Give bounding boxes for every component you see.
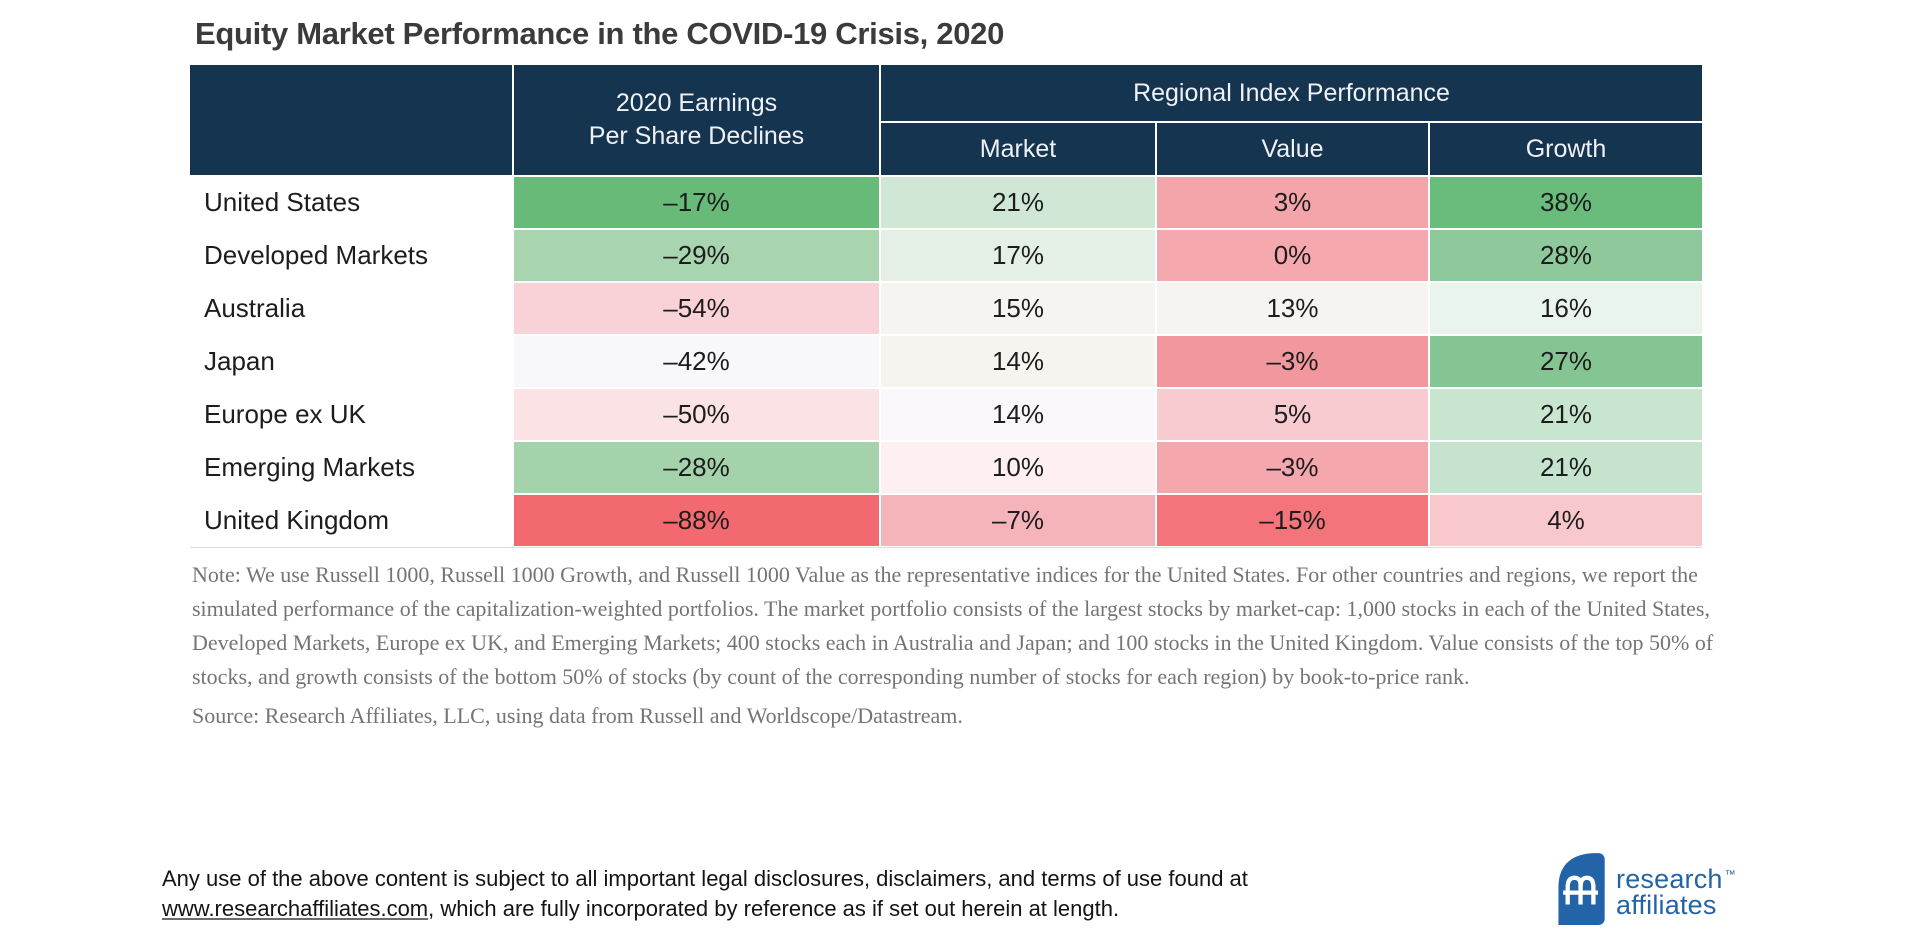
table-cell: 0%: [1157, 230, 1428, 281]
table-cell: –15%: [1157, 495, 1428, 546]
table-cell: 5%: [1157, 389, 1428, 440]
research-affiliates-logo: research ™ affiliates: [1553, 850, 1736, 930]
logo-wordmark: research ™ affiliates: [1616, 862, 1736, 920]
regional-index-header: Regional Index Performance: [881, 65, 1702, 121]
table-cell: 14%: [881, 389, 1155, 440]
table-cell: 4%: [1430, 495, 1702, 546]
source-text: Source: Research Affiliates, LLC, using …: [192, 703, 963, 728]
table-cell: –29%: [514, 230, 879, 281]
table-cell: –17%: [514, 177, 879, 228]
table-corner-header: [190, 65, 512, 175]
eps-header-line2: Per Share Declines: [588, 122, 805, 150]
table-cell: –42%: [514, 336, 879, 387]
table-cell: 38%: [1430, 177, 1702, 228]
disclaimer-text-before-link: Any use of the above content is subject …: [162, 866, 1248, 891]
table-cell: 16%: [1430, 283, 1702, 334]
disclaimer-text-after-link: , which are fully incorporated by refere…: [428, 896, 1120, 921]
row-label: Australia: [190, 283, 512, 334]
row-label: Emerging Markets: [190, 442, 512, 493]
page-title: Equity Market Performance in the COVID-1…: [195, 16, 1005, 51]
row-label: United Kingdom: [190, 495, 512, 546]
table-cell: –3%: [1157, 336, 1428, 387]
table-cell: –28%: [514, 442, 879, 493]
logo-word-research: research: [1616, 864, 1723, 894]
row-label: United States: [190, 177, 512, 228]
table-cell: 14%: [881, 336, 1155, 387]
ra-monogram-icon: [1553, 850, 1605, 930]
note-block: Note: We use Russell 1000, Russell 1000 …: [192, 558, 1714, 733]
table-cell: –7%: [881, 495, 1155, 546]
table-cell: 21%: [1430, 442, 1702, 493]
row-label: Europe ex UK: [190, 389, 512, 440]
table-cell: –54%: [514, 283, 879, 334]
row-label: Developed Markets: [190, 230, 512, 281]
researchaffiliates-link[interactable]: www.researchaffiliates.com: [162, 896, 429, 921]
table-cell: 13%: [1157, 283, 1428, 334]
column-header-value: Value: [1157, 123, 1428, 175]
table-cell: 10%: [881, 442, 1155, 493]
column-header-market: Market: [881, 123, 1155, 175]
table-cell: –88%: [514, 495, 879, 546]
table-cell: –50%: [514, 389, 879, 440]
table-cell: –3%: [1157, 442, 1428, 493]
eps-declines-header: 2020 Earnings Per Share Declines: [514, 65, 879, 175]
table-cell: 21%: [1430, 389, 1702, 440]
logo-word-affiliates: affiliates: [1616, 890, 1717, 920]
row-label: Japan: [190, 336, 512, 387]
table-cell: 3%: [1157, 177, 1428, 228]
table-cell: 17%: [881, 230, 1155, 281]
eps-header-line1: 2020 Earnings: [615, 89, 778, 117]
performance-table: 2020 Earnings Per Share Declines Regiona…: [190, 65, 1702, 548]
column-header-growth: Growth: [1430, 123, 1702, 175]
note-text: Note: We use Russell 1000, Russell 1000 …: [192, 562, 1714, 689]
legal-disclaimer: Any use of the above content is subject …: [162, 864, 1362, 924]
table-cell: 15%: [881, 283, 1155, 334]
table-cell: 28%: [1430, 230, 1702, 281]
trademark-symbol: ™: [1724, 869, 1736, 881]
table-cell: 21%: [881, 177, 1155, 228]
table-cell: 27%: [1430, 336, 1702, 387]
